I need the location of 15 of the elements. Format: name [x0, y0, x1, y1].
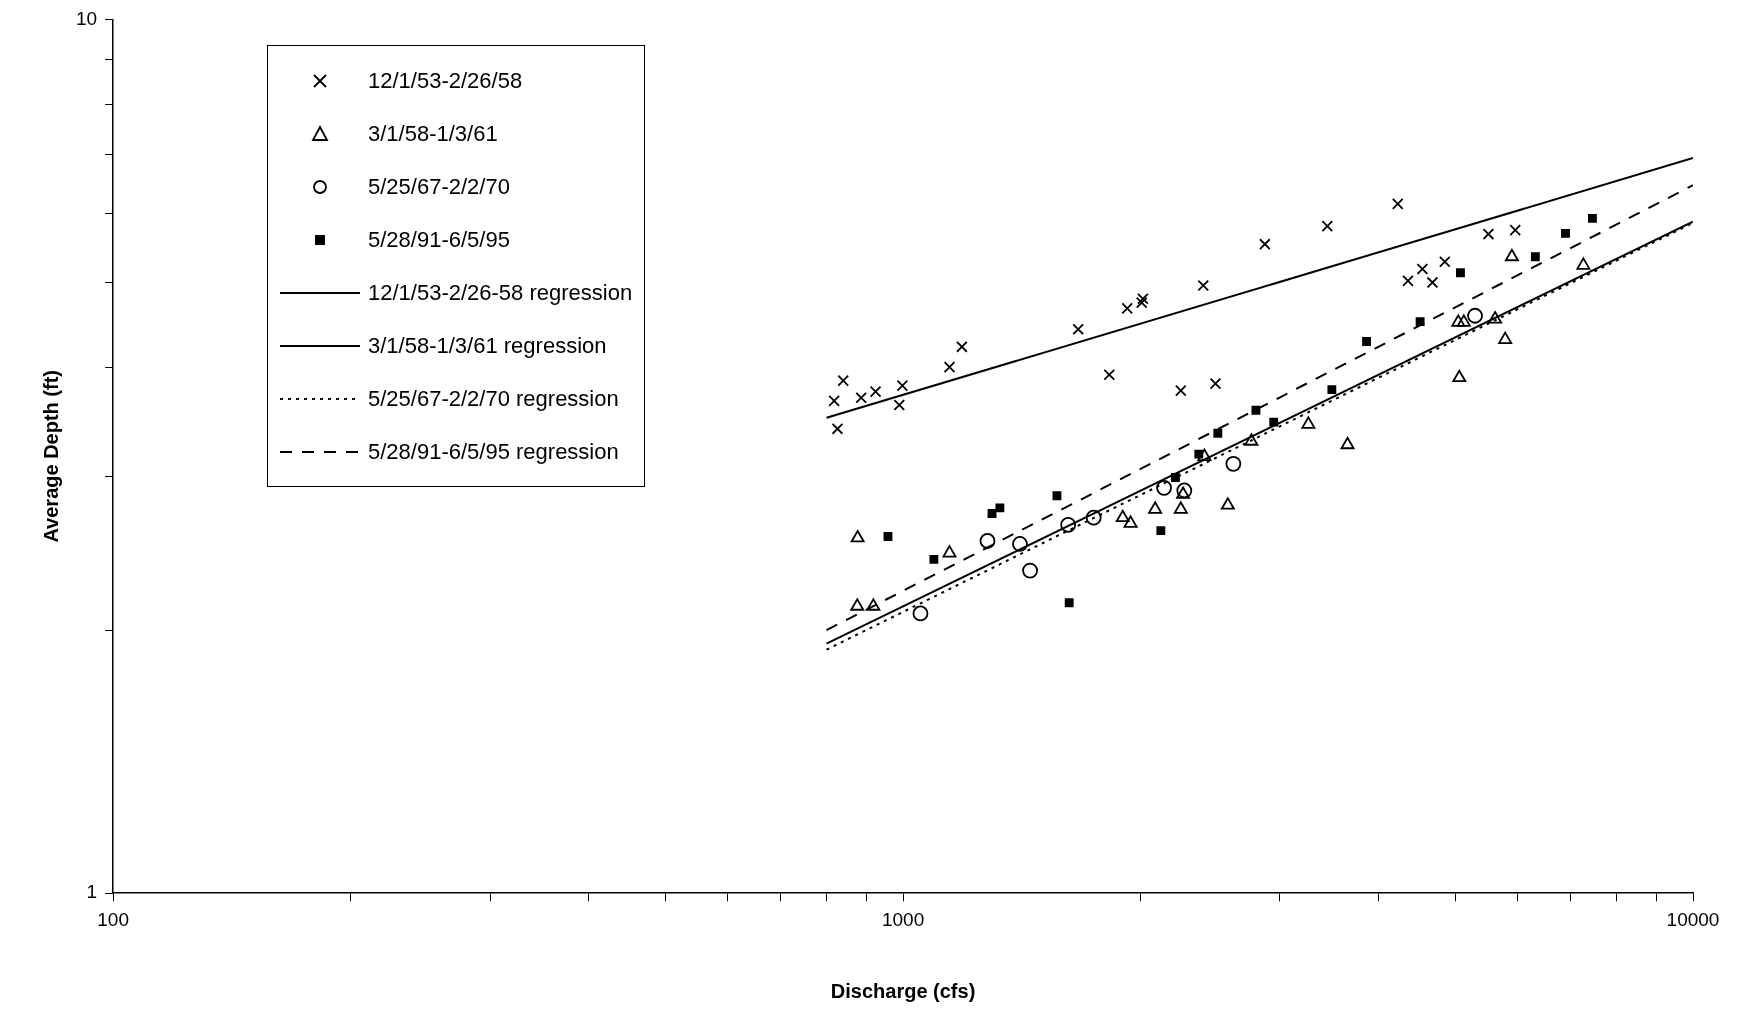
legend-label: 5/28/91-6/5/95 regression	[368, 438, 619, 465]
y-tick-label: 10	[75, 7, 98, 29]
y-axis-title: Average Depth (ft)	[39, 370, 62, 543]
y-tick-label: 1	[86, 881, 98, 903]
legend-label: 3/1/58-1/3/61	[368, 120, 498, 147]
x-tick-label: 1000	[881, 908, 925, 930]
x-axis-title: Discharge (cfs)	[830, 979, 976, 1002]
legend-label: 5/28/91-6/5/95	[368, 226, 510, 253]
legend-label: 3/1/58-1/3/61 regression	[368, 332, 607, 359]
legend-label: 12/1/53-2/26-58 regression	[368, 279, 633, 306]
x-tick-label: 10000	[1666, 908, 1720, 930]
legend-label: 12/1/53-2/26/58	[368, 67, 523, 94]
x-tick-label: 100	[97, 908, 129, 930]
legend-label: 5/25/67-2/2/70 regression	[368, 385, 619, 412]
legend-label: 5/25/67-2/2/70	[368, 173, 510, 200]
